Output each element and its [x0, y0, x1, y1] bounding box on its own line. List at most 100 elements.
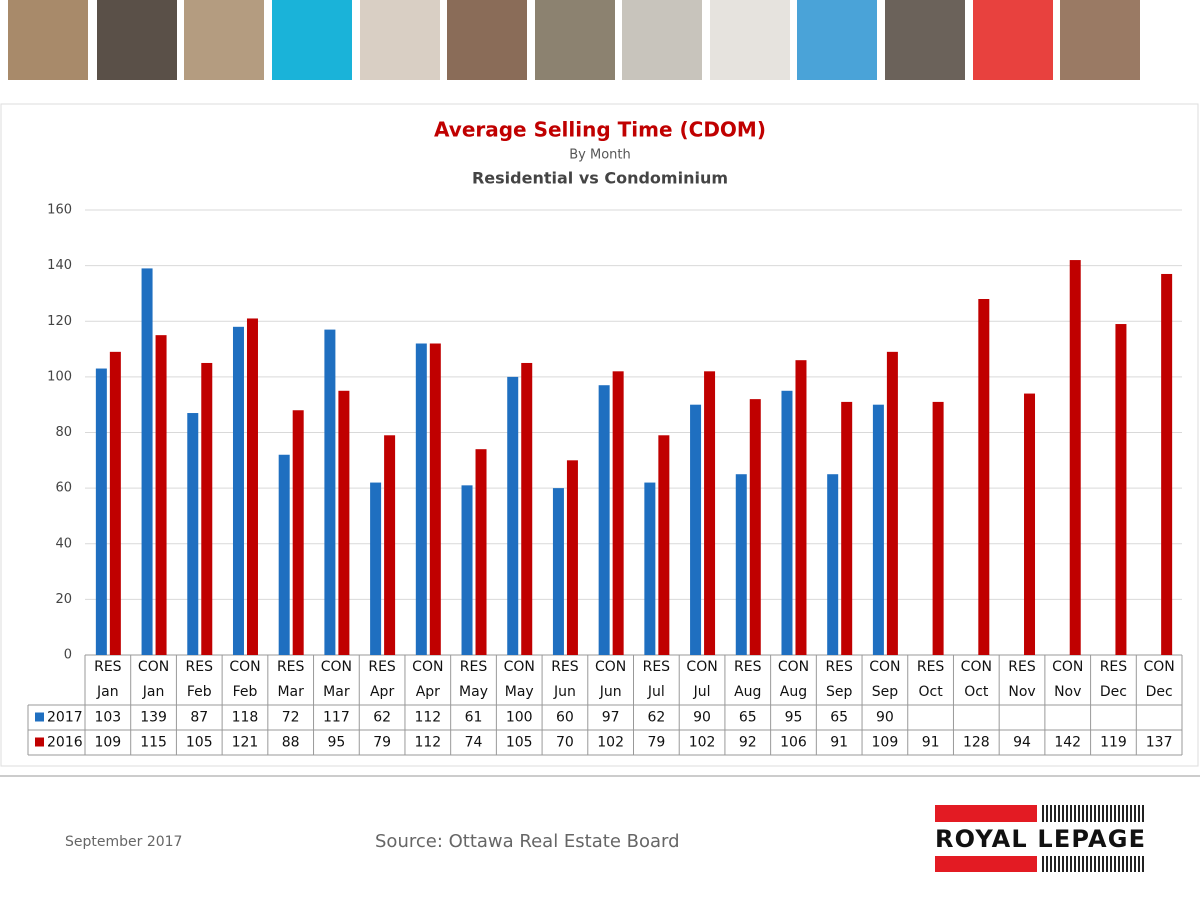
bar: [827, 474, 839, 655]
logo-stripe: [1094, 856, 1096, 872]
bar: [155, 335, 167, 655]
chart-subtitle: By Month: [569, 148, 631, 163]
logo-stripe: [1042, 856, 1044, 872]
chart-subtitle: Residential vs Condominium: [472, 169, 728, 188]
logo-stripe: [1142, 805, 1144, 822]
x-tick-label: RES: [186, 659, 214, 675]
x-tick-label: CON: [412, 659, 443, 675]
x-tick-label: Mar: [323, 684, 350, 700]
table-value: 87: [190, 710, 208, 726]
table-value: 61: [465, 710, 483, 726]
bar: [201, 362, 213, 655]
x-tick-label: Sep: [872, 684, 899, 700]
logo-stripe: [1130, 805, 1132, 822]
x-tick-label: Jul: [693, 684, 711, 700]
logo-stripe: [1126, 805, 1128, 822]
bar: [749, 399, 761, 655]
photo: [447, 0, 527, 80]
table-value: 142: [1054, 735, 1081, 751]
logo-stripe: [1070, 856, 1072, 872]
table-value: 91: [830, 735, 848, 751]
y-tick-label: 80: [55, 425, 72, 440]
table-value: 106: [780, 735, 807, 751]
bar: [292, 410, 304, 655]
x-tick-label: CON: [504, 659, 535, 675]
chart-panel: [0, 103, 1199, 767]
photo: [360, 0, 440, 80]
x-tick-label: RES: [1100, 659, 1128, 675]
logo-stripe: [1102, 805, 1104, 822]
bar: [429, 343, 441, 655]
bar: [246, 318, 258, 655]
table-value: 121: [232, 735, 259, 751]
x-tick-label: RES: [1008, 659, 1036, 675]
x-tick-label: CON: [869, 659, 900, 675]
x-tick-label: CON: [961, 659, 992, 675]
x-tick-label: CON: [1052, 659, 1083, 675]
y-tick-label: 160: [47, 203, 72, 218]
logo-stripe: [1110, 856, 1112, 872]
x-tick-label: RES: [643, 659, 671, 675]
table-value: 65: [830, 710, 848, 726]
table-value: 105: [186, 735, 213, 751]
y-tick-label: 0: [64, 648, 72, 663]
x-tick-label: Jan: [142, 684, 165, 700]
x-tick-label: CON: [686, 659, 717, 675]
x-tick-label: Jun: [599, 684, 622, 700]
bar: [1161, 273, 1173, 655]
logo-stripe: [1118, 856, 1120, 872]
logo-stripe: [1062, 805, 1064, 822]
table-value: 115: [140, 735, 167, 751]
bar: [552, 488, 564, 655]
bar: [872, 404, 884, 655]
bar: [1024, 393, 1036, 655]
x-tick-label: Oct: [918, 684, 943, 700]
bar: [461, 485, 473, 655]
x-tick-label: Aug: [780, 684, 807, 700]
bar: [95, 368, 107, 655]
photo: [8, 0, 88, 80]
x-tick-label: Feb: [187, 684, 212, 700]
bar: [978, 299, 990, 655]
x-tick-label: RES: [734, 659, 762, 675]
logo-stripe: [1106, 856, 1108, 872]
legend-label: 2017: [47, 710, 83, 726]
x-tick-label: Nov: [1008, 684, 1035, 700]
table-value: 102: [597, 735, 624, 751]
x-tick-label: Nov: [1054, 684, 1081, 700]
table-value: 72: [282, 710, 300, 726]
x-tick-label: Apr: [416, 684, 440, 700]
bar: [704, 371, 716, 655]
x-tick-label: Jul: [647, 684, 665, 700]
header-photos: [8, 0, 1140, 80]
bar: [612, 371, 624, 655]
bar: [521, 362, 533, 655]
bar: [735, 474, 747, 655]
table-value: 109: [872, 735, 899, 751]
logo-stripe: [1078, 856, 1080, 872]
bar: [841, 401, 853, 655]
logo-bar: [935, 805, 1037, 822]
x-tick-label: Mar: [277, 684, 304, 700]
y-tick-label: 60: [55, 481, 72, 496]
table-value: 79: [373, 735, 391, 751]
logo-stripe: [1098, 856, 1100, 872]
x-tick-label: Oct: [964, 684, 989, 700]
photo: [184, 0, 264, 80]
bar: [109, 351, 121, 655]
x-tick-label: RES: [551, 659, 579, 675]
logo-stripe: [1138, 805, 1140, 822]
table-value: 117: [323, 710, 350, 726]
logo-stripe: [1062, 856, 1064, 872]
x-tick-label: May: [505, 684, 534, 700]
table-value: 105: [506, 735, 533, 751]
logo-stripe: [1126, 856, 1128, 872]
table-value: 139: [140, 710, 167, 726]
table-value: 88: [282, 735, 300, 751]
table-value: 112: [414, 710, 441, 726]
photo: [535, 0, 615, 80]
x-tick-label: RES: [94, 659, 122, 675]
table-value: 62: [647, 710, 665, 726]
logo-stripe: [1054, 856, 1056, 872]
table-value: 95: [785, 710, 803, 726]
